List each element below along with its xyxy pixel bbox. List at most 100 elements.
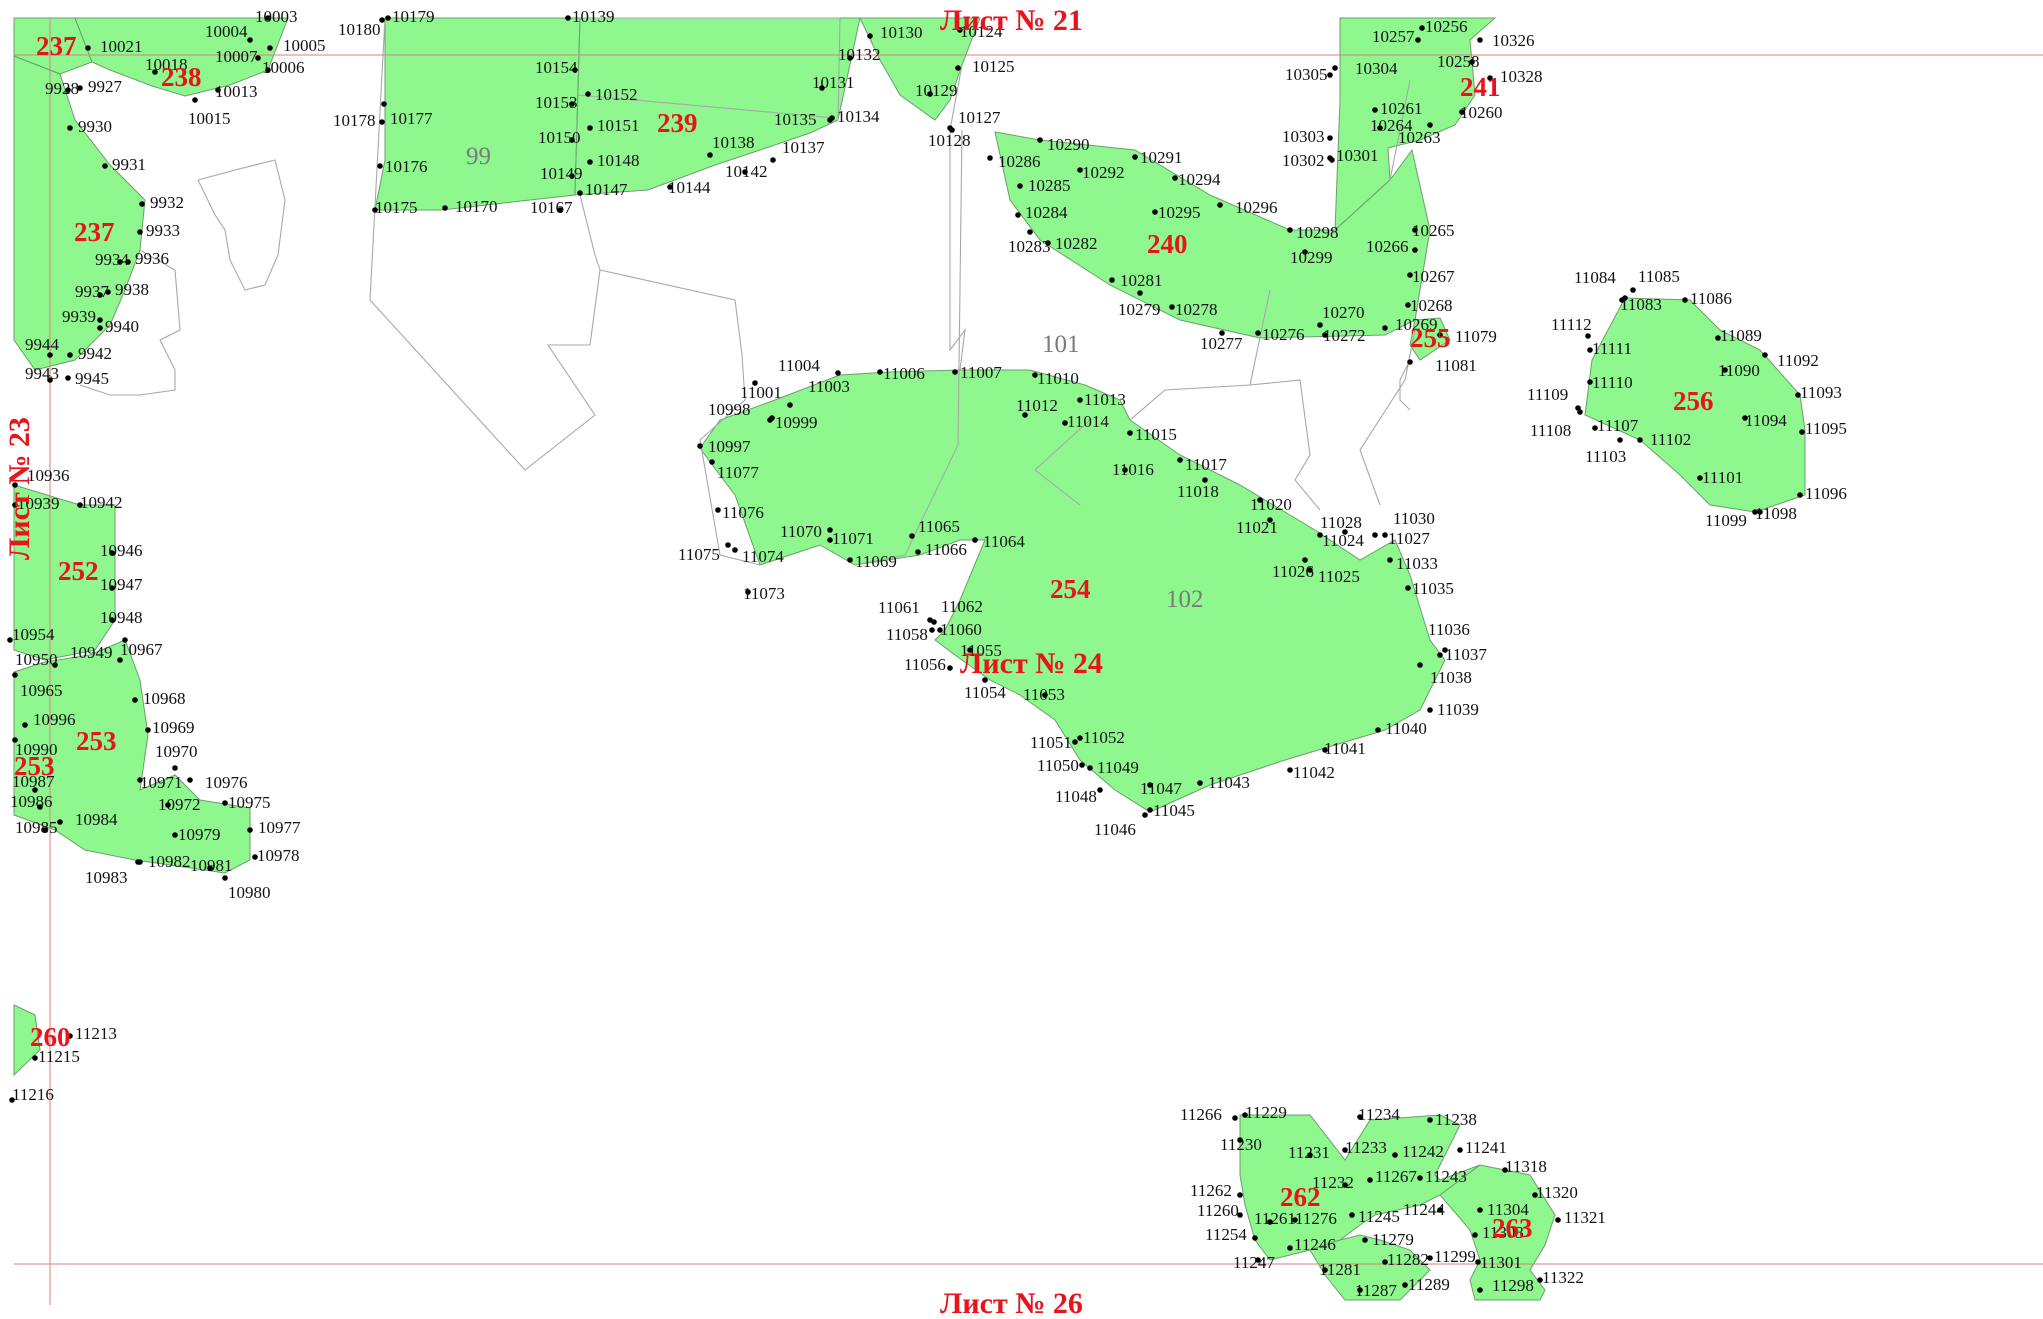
point-number-label: 11299: [1434, 1247, 1476, 1266]
point-number-label: 11001: [740, 383, 782, 402]
parcel-240[interactable]: [994, 131, 1431, 339]
point-number-label: 11056: [904, 655, 946, 674]
parcel-262-lower[interactable]: [1309, 1234, 1431, 1301]
survey-point: [109, 585, 115, 591]
parcel-21-tip[interactable]: [859, 17, 981, 121]
point-number-label: 11062: [941, 597, 983, 616]
parcel-260[interactable]: [13, 1004, 41, 1077]
point-number-label: 11035: [1412, 579, 1454, 598]
parcel-239[interactable]: [574, 17, 861, 196]
survey-point: [12, 672, 18, 678]
survey-point: [569, 101, 575, 107]
point-number-label: 10257: [1372, 27, 1415, 46]
survey-point: [1287, 1245, 1293, 1251]
point-number-label: 10998: [708, 400, 751, 419]
point-number-label: 11247: [1233, 1253, 1275, 1272]
sheet-label-top: Лист № 21: [940, 4, 1083, 37]
survey-point: [1532, 1192, 1538, 1198]
block-label: 99: [466, 143, 491, 170]
point-number-label: 10283: [1008, 237, 1051, 256]
point-number-label: 10999: [775, 413, 818, 432]
point-number-label: 11015: [1135, 425, 1177, 444]
survey-point: [1137, 290, 1143, 296]
survey-point: [377, 163, 383, 169]
survey-point: [667, 184, 673, 190]
point-number-label: 11229: [1245, 1103, 1287, 1122]
point-number-label: 10130: [880, 23, 923, 42]
point-number-label: 10131: [812, 73, 855, 92]
point-number-label: 10151: [597, 116, 640, 135]
point-number-label: 10299: [1290, 248, 1333, 267]
survey-point: [192, 97, 198, 103]
point-number-label: 10296: [1235, 198, 1278, 217]
survey-point: [1367, 1177, 1373, 1183]
point-number-label: 11024: [1322, 531, 1364, 550]
survey-point: [1077, 167, 1083, 173]
survey-point: [67, 125, 73, 131]
point-number-label: 11020: [1250, 495, 1292, 514]
survey-point: [1087, 765, 1093, 771]
survey-point: [1742, 415, 1748, 421]
survey-point: [1537, 1277, 1543, 1283]
parcel-237-top[interactable]: [13, 17, 93, 75]
parcel-256[interactable]: [1584, 297, 1806, 513]
point-number-label: 9942: [78, 344, 112, 363]
point-number-label: 11028: [1320, 513, 1362, 532]
point-number-label: 10942: [80, 493, 123, 512]
point-number-label: 10985: [15, 818, 58, 837]
point-number-label: 11241: [1465, 1138, 1507, 1157]
survey-point: [125, 259, 131, 265]
survey-point: [1237, 1137, 1243, 1143]
survey-point: [972, 537, 978, 543]
survey-point: [819, 85, 825, 91]
point-number-label: 10129: [915, 81, 958, 100]
survey-point: [1032, 372, 1038, 378]
point-number-label: 10983: [85, 868, 128, 887]
point-number-label: 11101: [1702, 468, 1743, 487]
survey-point: [122, 637, 128, 643]
survey-point: [22, 722, 28, 728]
survey-point: [1382, 1259, 1388, 1265]
parcel-241[interactable]: [1334, 17, 1497, 232]
point-number-label: 10137: [782, 138, 825, 157]
parcel-262[interactable]: [1239, 1114, 1481, 1261]
parcel-254[interactable]: [699, 369, 1446, 813]
parcels: [13, 17, 1806, 1301]
survey-point: [1292, 1217, 1298, 1223]
survey-point: [697, 443, 703, 449]
point-number-label: 11102: [1650, 430, 1691, 449]
parcel-255[interactable]: [1409, 317, 1451, 361]
sheet-label-center: Лист № 24: [960, 647, 1103, 680]
survey-point: [1017, 183, 1023, 189]
point-number-label: 11061: [878, 598, 920, 617]
point-number-label: 11025: [1318, 567, 1360, 586]
point-number-label: 10292: [1082, 163, 1125, 182]
point-number-label: 9927: [88, 77, 123, 96]
survey-point: [1127, 430, 1133, 436]
survey-point: [442, 205, 448, 211]
point-number-label: 10949: [70, 643, 113, 662]
survey-point: [769, 415, 775, 421]
point-number-label: 11094: [1745, 411, 1787, 430]
point-number-label: 11096: [1805, 484, 1847, 503]
point-number-label: 11036: [1428, 620, 1470, 639]
point-number-label: 11054: [964, 683, 1006, 702]
point-number-label: 11084: [1574, 268, 1616, 287]
parcel-238[interactable]: [74, 17, 289, 97]
point-number-label: 11246: [1294, 1235, 1336, 1254]
parcel-237[interactable]: [13, 55, 146, 371]
survey-point: [955, 65, 961, 71]
point-number-label: 10980: [228, 883, 271, 902]
point-number-label: 11040: [1385, 719, 1427, 738]
block-labels: 99 101 102: [466, 143, 1204, 613]
survey-point: [152, 69, 158, 75]
survey-point: [931, 619, 937, 625]
point-number-label: 10996: [33, 710, 76, 729]
survey-point: [215, 87, 221, 93]
survey-point: [1147, 782, 1153, 788]
point-number-label: 11254: [1205, 1225, 1247, 1244]
point-number-label: 11260: [1197, 1201, 1239, 1220]
survey-point: [1592, 425, 1598, 431]
parcel-252[interactable]: [13, 484, 116, 661]
